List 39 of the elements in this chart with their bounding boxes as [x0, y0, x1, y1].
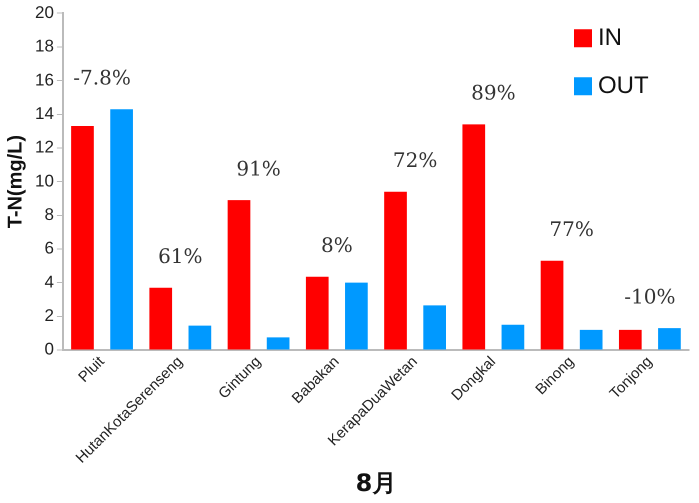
bar: [306, 276, 329, 350]
legend-label: OUT: [598, 72, 649, 99]
y-tick-label: 10: [34, 171, 54, 190]
y-tick-label: 2: [44, 306, 54, 326]
y-axis-title: T-N(mg/L): [4, 134, 27, 228]
legend-label: IN: [598, 24, 622, 51]
annotation: 72%: [392, 148, 438, 172]
bar: [658, 328, 681, 350]
y-tick-label: 8: [44, 204, 54, 224]
y-tick-label: 20: [34, 2, 54, 22]
bar: [71, 126, 94, 350]
bar: [110, 109, 133, 350]
annotation: 77%: [549, 216, 594, 241]
bar: [462, 124, 486, 350]
bar: [188, 326, 212, 350]
bar: [502, 324, 524, 350]
annotation: 8%: [320, 232, 353, 257]
bar: [540, 260, 564, 350]
annotation: 61%: [158, 244, 203, 268]
annotation: -7.8%: [73, 65, 131, 90]
y-tick-label: 12: [34, 138, 54, 157]
annotation: 89%: [471, 80, 516, 105]
annotation: 91%: [236, 156, 281, 180]
bar: [618, 330, 642, 350]
y-tick-label: 0: [44, 340, 54, 359]
y-tick-label: 14: [34, 104, 54, 123]
y-tick-label: 16: [34, 70, 54, 90]
bar: [384, 192, 407, 350]
bar: [228, 200, 250, 350]
x-axis-title: 8月: [356, 468, 396, 497]
bar: [345, 282, 368, 350]
y-tick-label: 4: [44, 272, 54, 292]
bar: [580, 330, 603, 350]
annotation: -10%: [624, 284, 676, 308]
bar: [266, 337, 290, 350]
y-tick-label: 18: [34, 36, 54, 56]
bar: [149, 288, 172, 350]
y-tick-label: 6: [44, 238, 54, 258]
bar: [423, 305, 446, 350]
